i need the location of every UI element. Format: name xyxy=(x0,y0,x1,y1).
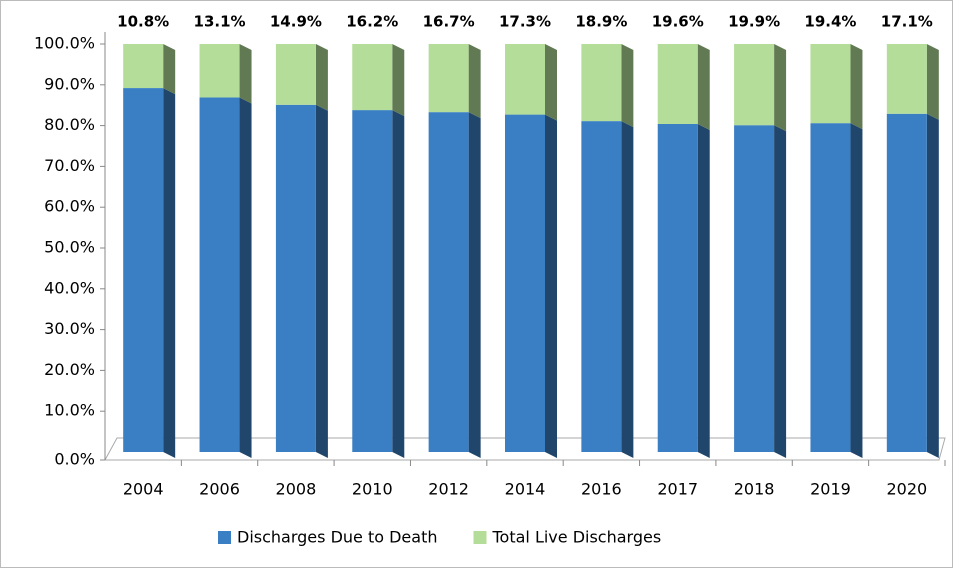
bar-side xyxy=(239,44,252,104)
bar-segment xyxy=(352,110,393,452)
bar-side xyxy=(468,112,481,459)
bar-side xyxy=(545,114,557,459)
bar-segment xyxy=(581,121,622,452)
bar-segment xyxy=(657,123,698,452)
x-tick-label: 2012 xyxy=(428,480,469,499)
bar-side xyxy=(774,125,787,458)
x-tick-label: 2010 xyxy=(352,480,393,499)
data-label: 14.9% xyxy=(270,13,322,31)
bar-side xyxy=(315,104,328,459)
data-label: 10.8% xyxy=(117,13,169,31)
bar-side xyxy=(163,88,176,459)
bar-side xyxy=(621,44,634,128)
data-label: 19.6% xyxy=(652,13,704,31)
bar-segment xyxy=(810,44,851,124)
bar-side xyxy=(850,44,863,130)
bar-side xyxy=(850,123,863,458)
y-tick-label: 40.0% xyxy=(44,278,95,297)
data-label: 16.7% xyxy=(423,13,475,31)
y-tick-label: 10.0% xyxy=(44,401,95,420)
bar-segment xyxy=(581,44,622,122)
data-label: 19.9% xyxy=(728,13,780,31)
x-tick-label: 2004 xyxy=(123,480,164,499)
bar-side xyxy=(163,44,176,95)
bar-segment xyxy=(123,44,164,89)
bar-segment xyxy=(199,97,240,452)
y-tick-label: 80.0% xyxy=(44,115,95,134)
bar-segment xyxy=(886,113,927,452)
x-tick-label: 2019 xyxy=(810,480,851,499)
y-tick-label: 0.0% xyxy=(54,450,95,469)
data-label: 17.3% xyxy=(499,13,551,31)
y-tick-label: 20.0% xyxy=(44,360,95,379)
bar-side xyxy=(239,97,252,458)
bar-side xyxy=(926,113,939,458)
x-tick-label: 2017 xyxy=(657,480,698,499)
bar-segment xyxy=(352,44,393,111)
bar-side xyxy=(468,44,481,119)
bar-side xyxy=(697,44,710,130)
data-label: 17.1% xyxy=(881,13,933,31)
x-tick-label: 2020 xyxy=(886,480,927,499)
legend-swatch xyxy=(218,531,231,544)
y-tick-label: 60.0% xyxy=(44,197,95,216)
legend-label: Total Live Discharges xyxy=(491,528,661,547)
bar-side xyxy=(392,110,405,458)
data-label: 18.9% xyxy=(575,13,627,31)
bar-segment xyxy=(199,44,240,98)
bar-side xyxy=(392,44,405,117)
bar-segment xyxy=(275,44,316,105)
bar-side xyxy=(774,44,787,132)
y-tick-label: 90.0% xyxy=(44,74,95,93)
y-tick-label: 30.0% xyxy=(44,319,95,338)
data-label: 13.1% xyxy=(194,13,246,31)
x-tick-label: 2018 xyxy=(734,480,775,499)
bar-segment xyxy=(428,112,469,453)
data-label: 19.4% xyxy=(804,13,856,31)
x-tick-label: 2006 xyxy=(199,480,240,499)
bar-side xyxy=(926,44,939,120)
y-tick-label: 70.0% xyxy=(44,156,95,175)
bar-segment xyxy=(275,104,316,453)
legend-label: Discharges Due to Death xyxy=(237,528,437,547)
bar-segment xyxy=(505,44,545,115)
bar-segment xyxy=(657,44,698,124)
y-tick-label: 50.0% xyxy=(44,238,95,257)
bar-side xyxy=(315,44,328,111)
bar-segment xyxy=(734,125,775,452)
bar-segment xyxy=(886,44,927,114)
y-tick-label: 100.0% xyxy=(34,34,95,53)
bar-segment xyxy=(810,123,851,452)
x-tick-label: 2008 xyxy=(276,480,317,499)
bar-segment xyxy=(428,44,469,113)
bar-segment xyxy=(123,88,164,453)
bar-side xyxy=(621,121,634,458)
bar-side xyxy=(545,44,557,121)
bar-side xyxy=(697,123,710,458)
data-label: 16.2% xyxy=(346,13,398,31)
x-tick-label: 2016 xyxy=(581,480,622,499)
legend-swatch xyxy=(473,531,487,544)
x-tick-label: 2014 xyxy=(505,480,546,499)
bar-segment xyxy=(505,114,545,453)
bar-segment xyxy=(734,44,775,126)
